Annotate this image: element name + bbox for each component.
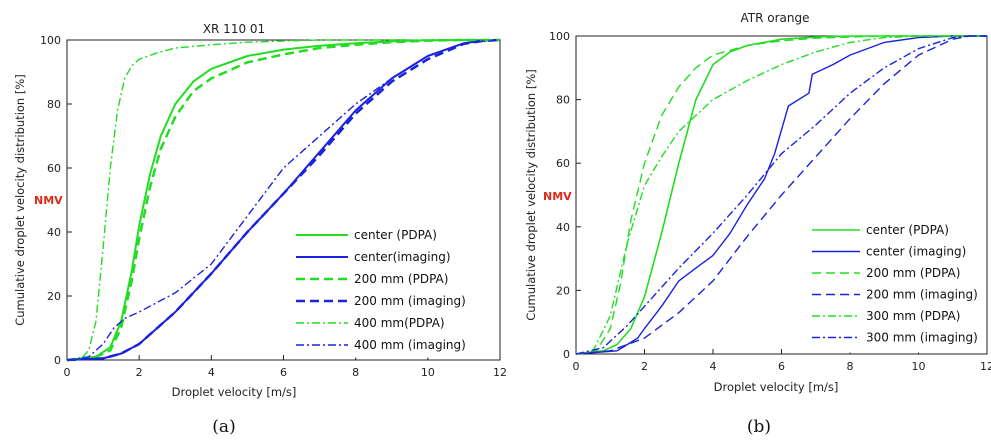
series-line-6 (66, 39, 501, 361)
legend-label-1: center (PDPA) (354, 228, 437, 242)
x-tick-label: 4 (208, 366, 215, 379)
x-tick-label: 12 (493, 366, 507, 379)
x-tick-label: 2 (641, 360, 648, 373)
y-axis-label-a: Cumulative droplet velocity distribution… (13, 74, 27, 326)
legend-label-3: 200 mm (PDPA) (354, 272, 448, 286)
series-group-b (575, 35, 987, 355)
legend-label-4: 200 mm (imaging) (866, 288, 978, 302)
nmv-annotation-a: NMV (34, 194, 63, 207)
series-line-4 (66, 38, 501, 362)
x-axis-label-a: Droplet velocity [m/s] (172, 385, 297, 399)
legend-entries-b: center (PDPA) center (imaging) 200 mm (PDP… (812, 223, 978, 345)
series-line-5 (575, 35, 987, 355)
chart-panel-b: ATR orange 0 2 4 6 8 10 12 0 20 40 60 80 100 Droplet… (524, 11, 991, 437)
legend-label-6: 300 mm (imaging) (866, 331, 978, 345)
y-tick-label: 20 (556, 284, 570, 297)
y-tick-label: 0 (563, 348, 570, 361)
x-tick-label: 4 (710, 360, 717, 373)
legend-label-1: center (PDPA) (866, 223, 949, 237)
x-tick-label: 10 (421, 366, 435, 379)
x-tick-label: 8 (352, 366, 359, 379)
legend-label-4: 200 mm (imaging) (354, 294, 466, 308)
y-tick-label: 80 (47, 98, 61, 111)
nmv-annotation-b: NMV (543, 190, 572, 203)
x-tick-label: 0 (64, 366, 71, 379)
y-tick-label: 80 (556, 94, 570, 107)
figure-caption-b: (b) (747, 417, 771, 437)
chart-title-a: XR 110 01 (203, 22, 265, 36)
x-tick-label: 6 (280, 366, 287, 379)
x-tick-label: 8 (847, 360, 854, 373)
axis-ticks-b: 0 2 4 6 8 10 12 0 20 40 60 80 100 (549, 30, 991, 373)
y-tick-label: 40 (47, 226, 61, 239)
y-tick-label: 0 (54, 354, 61, 367)
figure-caption-a: (a) (212, 417, 235, 437)
legend-entries-a: center (PDPA) center(imaging) 200 mm (PDPA… (296, 228, 466, 352)
axis-ticks-a: 0 2 4 6 8 10 12 0 20 40 60 80 100 (40, 34, 507, 379)
x-tick-label: 10 (912, 360, 926, 373)
legend-label-5: 300 mm (PDPA) (866, 309, 960, 323)
series-line-1 (575, 35, 987, 355)
x-tick-label: 0 (573, 360, 580, 373)
legend-label-5: 400 mm(PDPA) (354, 316, 445, 330)
y-tick-label: 100 (549, 30, 570, 43)
series-group-a (66, 38, 501, 362)
x-axis-label-b: Droplet velocity [m/s] (714, 380, 839, 394)
legend-b (803, 219, 985, 353)
x-tick-label: 2 (136, 366, 143, 379)
y-tick-label: 100 (40, 34, 61, 47)
y-tick-label: 60 (556, 157, 570, 170)
y-tick-label: 60 (47, 162, 61, 175)
legend-a (287, 218, 499, 358)
y-axis-label-b: Cumulative droplet velocity distribution… (524, 69, 538, 321)
series-line-5 (66, 39, 500, 361)
y-tick-label: 20 (47, 290, 61, 303)
legend-label-2: center (imaging) (866, 245, 966, 259)
series-line-6 (575, 35, 987, 355)
chart-panel-a: XR 110 01 0 2 4 6 8 10 12 0 20 40 60 80 100 Droplet … (13, 22, 507, 437)
chart-title-b: ATR orange (741, 11, 810, 25)
series-line-4 (575, 35, 987, 355)
legend-label-3: 200 mm (PDPA) (866, 266, 960, 280)
series-line-3 (575, 35, 987, 355)
legend-label-2: center(imaging) (354, 250, 451, 264)
x-tick-label: 6 (778, 360, 785, 373)
legend-label-6: 400 mm (imaging) (354, 338, 466, 352)
x-tick-label: 12 (980, 360, 991, 373)
y-tick-label: 40 (556, 221, 570, 234)
series-line-2 (575, 35, 987, 355)
